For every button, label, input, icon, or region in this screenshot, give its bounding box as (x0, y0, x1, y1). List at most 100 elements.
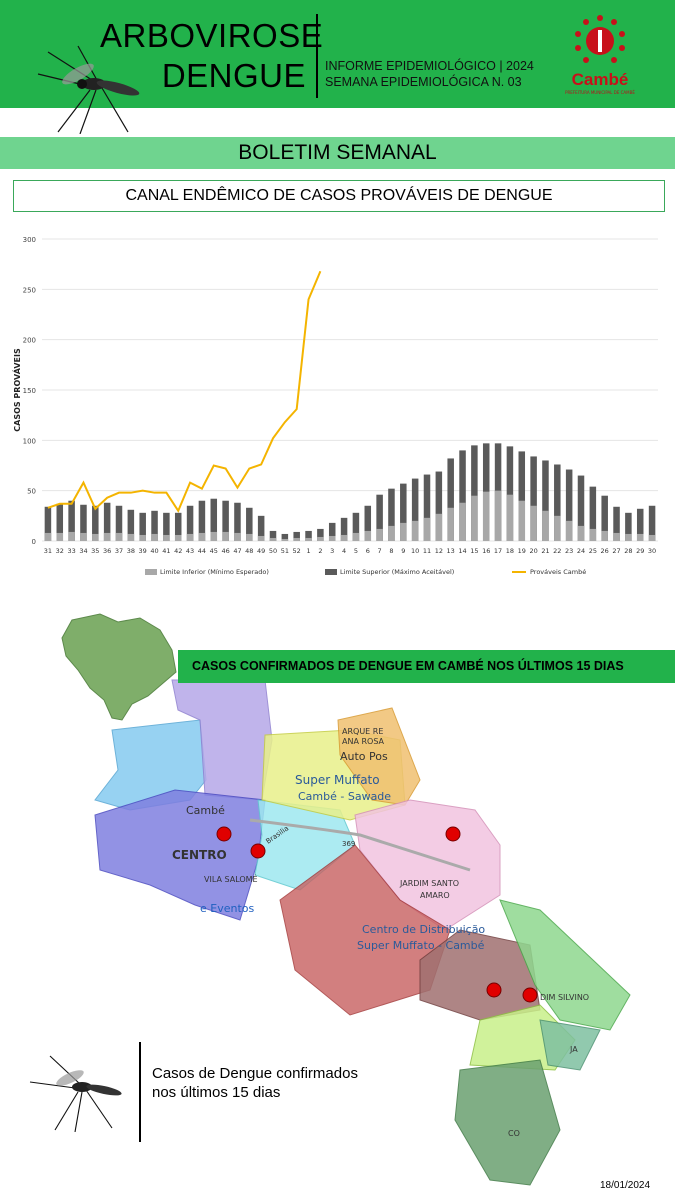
bar-upper-limit (80, 504, 87, 541)
report-date: 18/01/2024 (600, 1180, 651, 1191)
bar-upper-limit (352, 512, 360, 541)
x-tick-label: 31 (44, 547, 52, 555)
bar-upper-limit (234, 502, 241, 541)
x-tick-label: 51 (281, 547, 289, 555)
bar-upper-limit (317, 528, 324, 541)
x-tick-label: 26 (601, 547, 609, 555)
bar-upper-limit (340, 517, 348, 541)
bar-lower-limit (565, 520, 573, 541)
mosquito-icon (37, 45, 140, 134)
x-tick-label: 52 (293, 547, 301, 555)
bar-upper-limit (554, 464, 561, 541)
legend-divider (139, 1042, 141, 1142)
bar-lower-limit (80, 532, 87, 541)
x-tick-label: 19 (518, 547, 526, 555)
y-tick-label: 200 (23, 337, 36, 345)
x-tick-label: 4 (342, 547, 346, 555)
x-tick-label: 42 (174, 547, 182, 555)
bar-lower-limit (554, 515, 561, 541)
region-south (454, 1059, 561, 1186)
bar-upper-limit (506, 446, 514, 541)
bar-lower-limit (139, 534, 146, 541)
bar-upper-limit (210, 498, 218, 541)
region-east (539, 1019, 601, 1071)
map-label-centro-dist-2: Super Muffato - Cambé (357, 939, 485, 952)
brazil-map-icon (61, 613, 177, 721)
x-tick-label: 7 (378, 547, 382, 555)
x-tick-label: 3 (330, 547, 334, 555)
bar-upper-limit (471, 445, 478, 541)
bar-upper-limit (68, 500, 75, 541)
bar-lower-limit (471, 495, 478, 541)
bar-upper-limit (44, 506, 52, 541)
bar-upper-limit (305, 530, 312, 541)
map-label-road: 369 (342, 840, 355, 848)
bar-lower-limit (388, 525, 395, 541)
bar-upper-limit (518, 451, 526, 541)
bar-lower-limit (636, 533, 644, 541)
bar-upper-limit (293, 531, 300, 541)
x-tick-label: 40 (150, 547, 158, 555)
x-tick-label: 10 (411, 547, 419, 555)
report-info: INFORME EPIDEMIOLÓGICO | 2024 SEMANA EPI… (325, 58, 534, 90)
bar-upper-limit (435, 471, 443, 541)
map-label-jardim: JARDIM SANTO (399, 879, 459, 888)
bar-upper-limit (56, 503, 64, 541)
x-tick-label: 50 (269, 547, 277, 555)
bar-lower-limit (364, 530, 372, 541)
bar-lower-limit (174, 534, 182, 541)
bar-lower-limit (459, 502, 466, 541)
bar-upper-limit (127, 509, 135, 541)
y-tick-label: 0 (32, 538, 36, 546)
bar-upper-limit (163, 512, 170, 541)
x-tick-label: 43 (186, 547, 194, 555)
bar-lower-limit (423, 517, 431, 541)
x-tick-label: 15 (470, 547, 478, 555)
mosquito-icon (29, 1055, 122, 1132)
case-marker (216, 826, 232, 842)
bar-upper-limit (115, 505, 123, 541)
bar-upper-limit (174, 512, 182, 541)
cambe-logo: Cambé PREFEITURA MUNICIPAL DE CAMBÉ (560, 10, 640, 100)
x-tick-label: 28 (624, 547, 632, 555)
legend-lower-limit-swatch (145, 569, 157, 575)
bar-upper-limit (257, 515, 265, 541)
map-label-super-muffato: Super Muffato (295, 773, 380, 787)
bar-upper-limit (186, 505, 194, 541)
x-tick-label: 41 (162, 547, 170, 555)
y-tick-label: 50 (27, 488, 36, 496)
bar-lower-limit (447, 507, 454, 541)
bar-lower-limit (352, 532, 360, 541)
bar-lower-limit (400, 522, 407, 541)
bar-lower-limit (56, 532, 64, 541)
bar-lower-limit (376, 528, 383, 541)
bar-lower-limit (577, 525, 585, 541)
case-marker (250, 843, 266, 859)
x-tick-label: 25 (589, 547, 597, 555)
x-tick-label: 18 (506, 547, 514, 555)
region-silvino (499, 899, 631, 1031)
x-tick-label: 47 (233, 547, 241, 555)
bar-upper-limit (376, 494, 383, 541)
map-section-title: CASOS CONFIRMADOS DE DENGUE EM CAMBÉ NOS… (178, 650, 675, 683)
x-tick-label: 29 (636, 547, 644, 555)
bar-upper-limit (246, 507, 253, 541)
x-tick-label: 12 (435, 547, 443, 555)
bar-upper-limit (400, 483, 407, 541)
bar-lower-limit (589, 528, 597, 541)
x-tick-label: 9 (401, 547, 405, 555)
weekly-bulletin-banner: BOLETIM SEMANAL (0, 137, 675, 169)
x-tick-label: 11 (423, 547, 431, 555)
map-legend: Casos de Dengue confirmados nos últimos … (152, 1065, 358, 1101)
x-tick-label: 34 (79, 547, 87, 555)
legend-upper-limit-swatch (325, 569, 337, 575)
bar-lower-limit (305, 537, 312, 541)
map-label-co: CO (508, 1129, 520, 1138)
logo-subtext: PREFEITURA MUNICIPAL DE CAMBÉ (565, 90, 635, 95)
legend-upper-limit-label: Limite Superior (Máximo Aceitável) (340, 568, 454, 576)
x-tick-label: 16 (482, 547, 490, 555)
case-marker (445, 826, 461, 842)
y-tick-label: 300 (23, 236, 36, 244)
bar-lower-limit (530, 505, 537, 541)
